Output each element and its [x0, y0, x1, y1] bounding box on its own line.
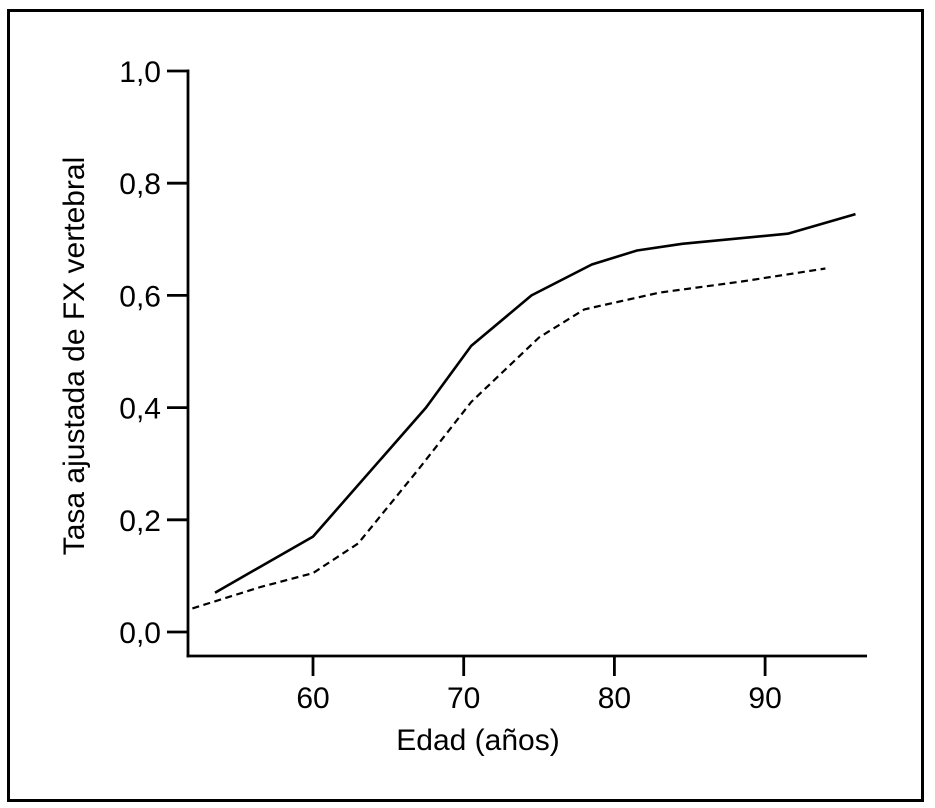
x-tick-label: 90 [748, 682, 781, 715]
x-axis-ticks: 60 70 80 90 [296, 657, 782, 715]
plot-lines [192, 212, 856, 610]
y-tick-label: 0,0 [119, 617, 161, 650]
series-linea-continua [214, 212, 856, 594]
y-tick-label: 1,0 [119, 56, 161, 89]
figure-frame [7, 9, 924, 802]
x-tick-label: 80 [598, 682, 631, 715]
y-tick-label: 0,6 [119, 280, 161, 313]
y-tick-label: 0,2 [119, 505, 161, 538]
y-axis-ticks: 1,0 0,8 0,6 0,4 0,2 0,0 [119, 56, 187, 650]
series-linea-discontinua [192, 267, 826, 610]
y-tick-label: 0,8 [119, 168, 161, 201]
y-axis-title: Tasa ajustada de FX vertebral [58, 157, 91, 556]
x-tick-label: 60 [296, 682, 329, 715]
x-axis-title: Edad (años) [396, 724, 559, 757]
x-tick-label: 70 [447, 682, 480, 715]
y-tick-label: 0,4 [119, 393, 161, 426]
